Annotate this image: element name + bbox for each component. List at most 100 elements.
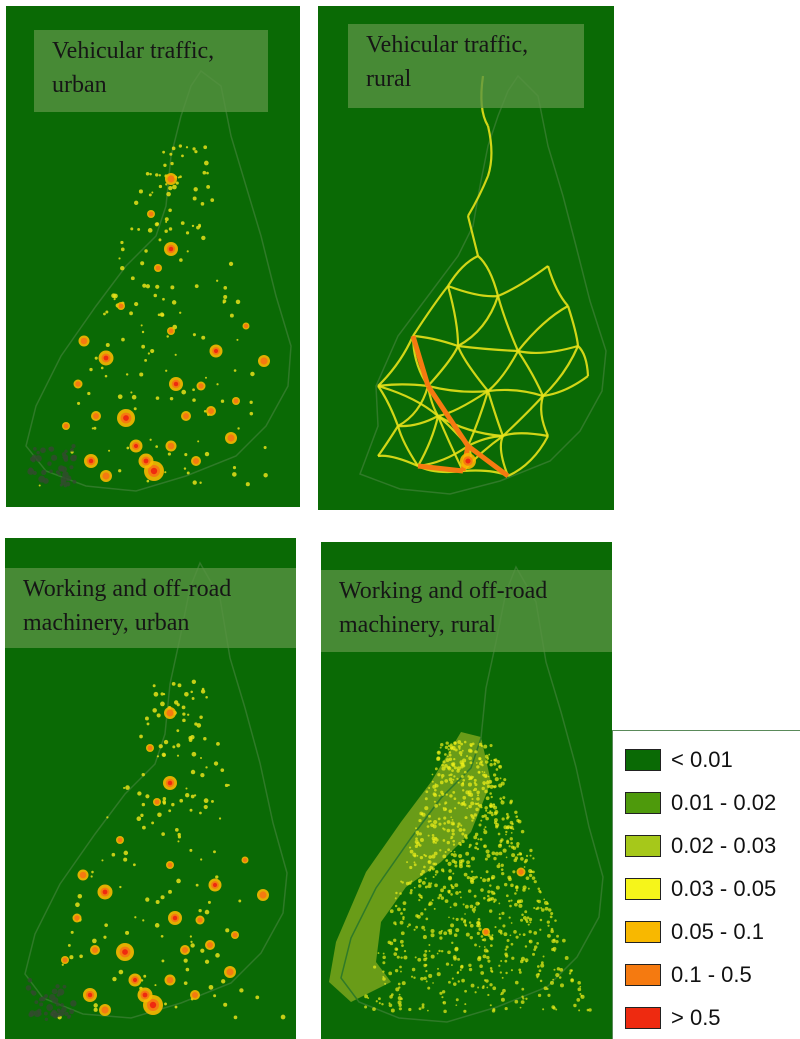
hotspot — [50, 454, 58, 461]
hotspot — [510, 883, 514, 888]
hotspot — [483, 771, 486, 774]
hotspot — [46, 1004, 54, 1011]
road — [446, 285, 460, 347]
hotspot — [518, 852, 522, 856]
hotspot — [460, 775, 464, 778]
hotspot — [442, 854, 447, 859]
hotspot — [213, 348, 219, 354]
hotspot — [508, 916, 511, 919]
hotspot — [419, 872, 423, 876]
hotspot — [67, 1014, 72, 1018]
hotspot — [453, 766, 457, 770]
hotspot — [437, 967, 439, 970]
hotspot — [47, 461, 52, 466]
country-outline — [359, 74, 607, 495]
hotspot — [438, 803, 441, 806]
hotspot — [152, 684, 156, 688]
hotspot — [473, 813, 478, 817]
hotspot — [509, 799, 513, 803]
hotspot — [447, 755, 449, 758]
hotspot — [489, 784, 494, 789]
hotspot — [411, 967, 416, 972]
hotspot — [489, 805, 492, 808]
hotspot — [60, 479, 67, 486]
hotspot — [482, 985, 485, 988]
hotspot — [161, 832, 165, 836]
road — [397, 385, 430, 427]
hotspot — [175, 828, 179, 832]
hotspot — [503, 825, 508, 830]
hotspot — [408, 1007, 412, 1012]
hotspot — [444, 899, 449, 903]
hotspot — [232, 466, 237, 470]
hotspot — [485, 816, 489, 821]
hotspot — [179, 258, 183, 262]
hotspot — [216, 279, 219, 282]
hotspot — [137, 791, 142, 796]
hotspot — [421, 880, 426, 885]
hotspot — [537, 972, 540, 976]
hotspot — [64, 449, 68, 454]
hotspot — [474, 750, 478, 754]
hotspot — [457, 740, 462, 744]
hotspot — [55, 984, 60, 989]
hotspot — [70, 1000, 77, 1007]
hotspot — [260, 357, 268, 365]
hotspot — [476, 931, 480, 935]
hotspot — [509, 904, 512, 908]
hotspot — [455, 917, 459, 921]
hotspot — [500, 959, 503, 962]
hotspot — [505, 971, 508, 975]
hotspot — [166, 191, 171, 197]
hotspot — [553, 968, 556, 971]
hotspot — [533, 906, 536, 909]
hotspot — [474, 991, 477, 994]
hotspot — [199, 715, 203, 719]
hotspot — [405, 881, 410, 886]
hotspot — [395, 987, 400, 992]
hotspot — [463, 740, 467, 744]
hotspot — [468, 963, 472, 967]
hotspot — [132, 863, 136, 867]
hotspot — [418, 884, 422, 888]
hotspot — [432, 862, 436, 866]
hotspot — [192, 992, 198, 998]
hotspot — [467, 864, 471, 868]
hotspot — [399, 920, 404, 925]
road — [542, 375, 589, 398]
hotspot — [464, 913, 466, 915]
legend-item: < 0.01 — [625, 745, 733, 775]
hotspot — [455, 998, 459, 1002]
hotspot — [39, 1002, 44, 1007]
hotspot — [525, 854, 529, 858]
hotspot — [120, 240, 124, 245]
hotspot — [146, 722, 150, 726]
hotspot — [444, 745, 449, 750]
hotspot — [439, 746, 442, 749]
hotspot — [473, 778, 477, 782]
road — [377, 384, 439, 417]
hotspot — [453, 850, 456, 853]
hotspot — [40, 447, 46, 454]
hotspot — [415, 925, 419, 929]
hotspot — [494, 758, 498, 762]
hotspot — [145, 897, 150, 902]
hotspot — [510, 841, 513, 845]
hotspot — [483, 948, 488, 953]
hotspot — [525, 876, 530, 881]
hotspot — [192, 196, 197, 201]
hotspot — [463, 1009, 467, 1013]
hotspot — [377, 952, 380, 955]
hotspot — [463, 770, 467, 774]
hotspot — [483, 744, 488, 749]
hotspot — [185, 146, 189, 149]
hotspot — [204, 451, 210, 457]
hotspot — [452, 853, 457, 858]
hotspot — [428, 855, 433, 859]
hotspot — [484, 789, 488, 794]
hotspot — [134, 301, 139, 307]
hotspot — [444, 763, 448, 768]
road — [447, 284, 499, 298]
hotspot — [467, 790, 472, 795]
hotspot — [136, 816, 142, 822]
